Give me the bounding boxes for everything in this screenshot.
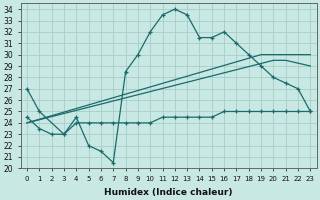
X-axis label: Humidex (Indice chaleur): Humidex (Indice chaleur) bbox=[104, 188, 233, 197]
